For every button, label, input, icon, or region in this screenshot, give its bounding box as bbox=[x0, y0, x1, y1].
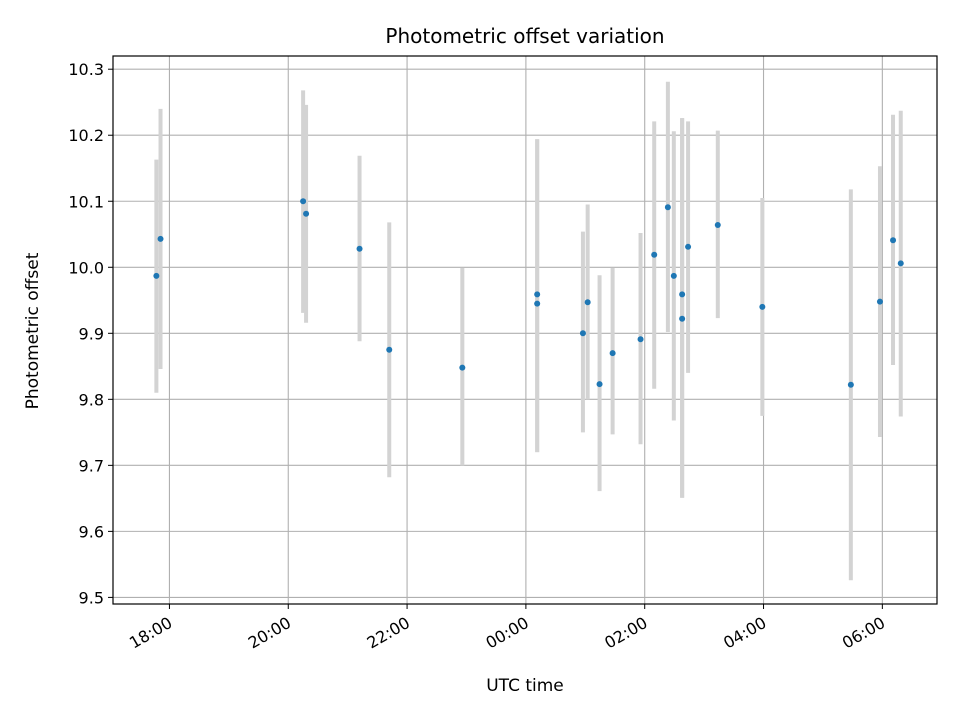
data-point bbox=[679, 315, 686, 322]
data-point bbox=[670, 272, 677, 279]
data-point bbox=[300, 198, 307, 205]
data-point bbox=[386, 346, 393, 353]
data-point bbox=[356, 245, 363, 252]
data-point bbox=[664, 204, 671, 211]
data-point bbox=[596, 381, 603, 388]
data-point bbox=[876, 298, 883, 305]
data-point bbox=[897, 260, 904, 267]
data-point bbox=[303, 210, 310, 217]
y-tick-label: 9.5 bbox=[79, 588, 104, 607]
y-tick-label: 9.6 bbox=[79, 522, 104, 541]
y-axis-label: Photometric offset bbox=[23, 252, 43, 409]
chart-title: Photometric offset variation bbox=[385, 24, 664, 48]
data-point bbox=[534, 291, 541, 298]
data-point bbox=[759, 303, 766, 310]
data-point bbox=[847, 381, 854, 388]
y-tick-label: 9.9 bbox=[79, 324, 104, 343]
data-point bbox=[584, 299, 591, 306]
data-points bbox=[153, 198, 904, 388]
y-tick-label: 10.3 bbox=[68, 60, 104, 79]
data-point bbox=[651, 251, 658, 258]
plot-frame bbox=[112, 55, 938, 605]
data-point bbox=[679, 291, 686, 298]
y-tick-label: 10.2 bbox=[68, 126, 104, 145]
y-tick-label: 9.7 bbox=[79, 456, 104, 475]
y-ticks: 9.5 9.6 9.7 9.8 9.9 10.0 10.1 10.2 10.3 bbox=[68, 60, 113, 607]
data-point bbox=[714, 222, 721, 229]
data-point bbox=[685, 243, 692, 250]
data-point bbox=[890, 237, 897, 244]
x-axis-label: UTC time bbox=[486, 676, 564, 696]
data-point bbox=[153, 272, 160, 279]
data-point bbox=[579, 330, 586, 337]
y-tick-label: 10.0 bbox=[68, 258, 104, 277]
data-point bbox=[157, 235, 164, 242]
data-point bbox=[609, 350, 616, 357]
data-point bbox=[459, 364, 466, 371]
y-tick-label: 9.8 bbox=[79, 390, 104, 409]
y-tick-label: 10.1 bbox=[68, 192, 104, 211]
data-point bbox=[534, 300, 541, 307]
data-point bbox=[637, 336, 644, 343]
grid-lines bbox=[113, 56, 937, 604]
